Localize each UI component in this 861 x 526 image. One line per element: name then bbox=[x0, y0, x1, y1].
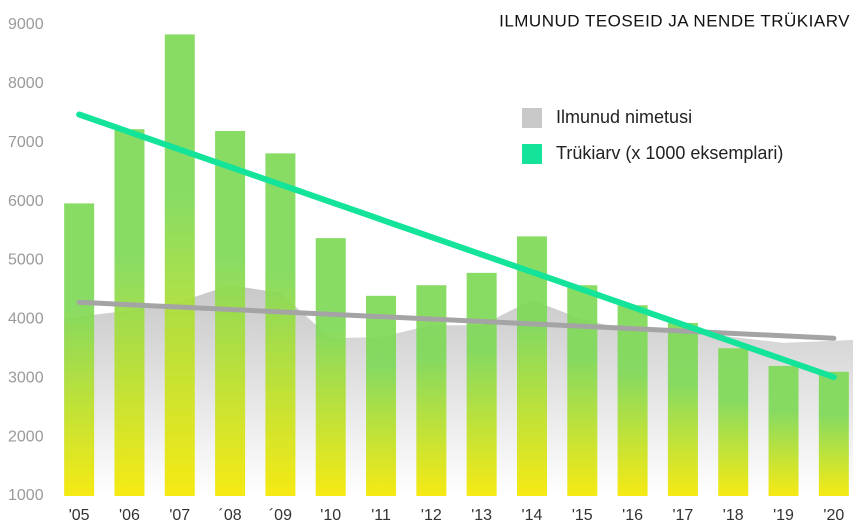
bar bbox=[667, 322, 698, 496]
legend-swatch bbox=[522, 144, 542, 164]
bar bbox=[818, 371, 849, 496]
y-tick-label: 7000 bbox=[8, 134, 44, 151]
x-tick-label: '17 bbox=[672, 507, 693, 524]
bar bbox=[516, 236, 547, 496]
legend-label: Trükiarv (x 1000 eksemplari) bbox=[556, 143, 783, 163]
x-tick-label: ´09 bbox=[269, 507, 292, 524]
x-tick-label: '10 bbox=[320, 507, 341, 524]
x-tick-label: '05 bbox=[69, 507, 90, 524]
y-tick-label: 2000 bbox=[8, 428, 44, 445]
bar bbox=[567, 285, 598, 496]
bar bbox=[718, 348, 749, 496]
x-tick-label: '07 bbox=[169, 507, 190, 524]
x-tick-label: '14 bbox=[522, 507, 543, 524]
x-tick-label: '11 bbox=[371, 507, 391, 524]
bar bbox=[617, 305, 648, 496]
bar bbox=[265, 153, 296, 496]
legend-swatch bbox=[522, 108, 542, 128]
y-tick-label: 5000 bbox=[8, 252, 44, 269]
y-tick-label: 8000 bbox=[8, 75, 44, 92]
bar bbox=[366, 295, 397, 496]
bar bbox=[315, 238, 346, 496]
area bbox=[64, 285, 853, 496]
bar bbox=[164, 34, 195, 497]
y-tick-label: 9000 bbox=[8, 16, 44, 33]
x-tick-label: '13 bbox=[471, 507, 492, 524]
x-tick-label: '16 bbox=[622, 507, 643, 524]
bar bbox=[768, 365, 799, 496]
x-tick-label: '19 bbox=[773, 507, 794, 524]
y-tick-label: 6000 bbox=[8, 193, 44, 210]
x-tick-label: '15 bbox=[572, 507, 593, 524]
x-tick-label: '12 bbox=[421, 507, 442, 524]
x-tick-label: '20 bbox=[823, 507, 844, 524]
chart-title: ILMUNUD TEOSEID JA NENDE TRÜKIARV bbox=[499, 11, 850, 30]
y-tick-label: 1000 bbox=[8, 487, 44, 504]
bar bbox=[215, 130, 246, 496]
x-tick-label: '06 bbox=[119, 507, 140, 524]
bar bbox=[466, 272, 497, 496]
bar bbox=[64, 203, 95, 497]
x-tick-label: ´08 bbox=[219, 507, 242, 524]
trendline bbox=[76, 111, 837, 381]
y-tick-label: 3000 bbox=[8, 369, 44, 386]
bar bbox=[114, 129, 145, 497]
legend-label: Ilmunud nimetusi bbox=[556, 107, 692, 127]
y-tick-label: 4000 bbox=[8, 311, 44, 328]
x-tick-label: '18 bbox=[723, 507, 744, 524]
